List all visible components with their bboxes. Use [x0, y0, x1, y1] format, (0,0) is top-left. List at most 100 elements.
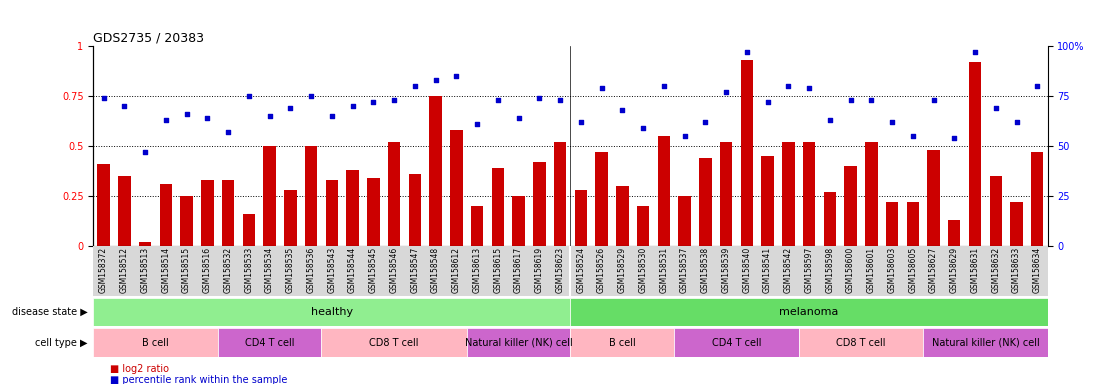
Point	[800, 85, 817, 91]
Bar	[466, 328, 570, 357]
Text: GSM158524: GSM158524	[576, 247, 586, 293]
Text: Natural killer (NK) cell: Natural killer (NK) cell	[465, 338, 573, 348]
Bar	[927, 150, 940, 246]
Text: melanoma: melanoma	[779, 307, 839, 317]
Point	[323, 113, 340, 119]
Text: CD4 T cell: CD4 T cell	[712, 338, 761, 348]
Text: GSM158529: GSM158529	[618, 247, 626, 293]
Point	[841, 97, 859, 103]
Text: B cell: B cell	[609, 338, 635, 348]
Text: GSM158623: GSM158623	[555, 247, 565, 293]
Bar	[533, 162, 545, 246]
Bar	[471, 206, 484, 246]
Text: GSM158597: GSM158597	[804, 247, 814, 293]
Bar	[93, 328, 217, 357]
Point	[261, 113, 279, 119]
Point	[697, 119, 714, 125]
Point	[676, 133, 693, 139]
Text: healthy: healthy	[310, 307, 353, 317]
Bar	[408, 174, 421, 246]
Text: GSM158633: GSM158633	[1013, 247, 1021, 293]
Point	[655, 83, 672, 89]
Bar	[824, 192, 836, 246]
Text: GSM158617: GSM158617	[514, 247, 523, 293]
Point	[219, 129, 237, 135]
Text: GSM158629: GSM158629	[950, 247, 959, 293]
Bar	[740, 60, 753, 246]
Bar	[803, 142, 815, 246]
Text: GDS2735 / 20383: GDS2735 / 20383	[93, 32, 204, 45]
Text: GSM158540: GSM158540	[743, 247, 751, 293]
Bar	[326, 180, 338, 246]
Bar	[367, 178, 380, 246]
Bar	[491, 168, 504, 246]
Point	[531, 95, 548, 101]
Bar	[388, 142, 400, 246]
Point	[178, 111, 195, 117]
Bar	[347, 170, 359, 246]
Bar	[761, 156, 773, 246]
Point	[552, 97, 569, 103]
Text: GSM158531: GSM158531	[659, 247, 668, 293]
Bar	[242, 214, 256, 246]
Bar	[222, 180, 235, 246]
Point	[925, 97, 942, 103]
Text: GSM158548: GSM158548	[431, 247, 440, 293]
Text: cell type ▶: cell type ▶	[35, 338, 88, 348]
Bar	[1031, 152, 1043, 246]
Point	[759, 99, 777, 105]
Text: CD8 T cell: CD8 T cell	[370, 338, 419, 348]
Point	[136, 149, 154, 155]
Text: GSM158634: GSM158634	[1032, 247, 1042, 293]
Text: GSM158619: GSM158619	[535, 247, 544, 293]
Bar	[989, 176, 1002, 246]
Point	[883, 119, 901, 125]
Point	[1008, 119, 1026, 125]
Text: GSM158537: GSM158537	[680, 247, 689, 293]
Bar	[596, 152, 608, 246]
Text: GSM158532: GSM158532	[224, 247, 233, 293]
Text: GSM158514: GSM158514	[161, 247, 170, 293]
Text: GSM158535: GSM158535	[286, 247, 295, 293]
Text: GSM158547: GSM158547	[410, 247, 419, 293]
Point	[592, 85, 610, 91]
Bar	[675, 328, 799, 357]
Bar	[699, 158, 712, 246]
Text: GSM158530: GSM158530	[638, 247, 647, 293]
Bar	[201, 180, 214, 246]
Point	[821, 117, 838, 123]
Text: GSM158631: GSM158631	[971, 247, 980, 293]
Point	[613, 107, 631, 113]
Bar	[782, 142, 794, 246]
Bar	[93, 298, 570, 326]
Bar	[321, 328, 466, 357]
Point	[780, 83, 798, 89]
Text: GSM158632: GSM158632	[992, 247, 1000, 293]
Point	[717, 89, 735, 95]
Point	[634, 125, 652, 131]
Text: GSM158627: GSM158627	[929, 247, 938, 293]
Text: GSM158605: GSM158605	[908, 247, 917, 293]
Text: GSM158615: GSM158615	[494, 247, 502, 293]
Text: GSM158546: GSM158546	[389, 247, 398, 293]
Point	[303, 93, 320, 99]
Text: GSM158372: GSM158372	[99, 247, 109, 293]
Point	[240, 93, 258, 99]
Point	[343, 103, 361, 109]
Text: GSM158516: GSM158516	[203, 247, 212, 293]
Text: GSM158613: GSM158613	[473, 247, 482, 293]
Point	[385, 97, 403, 103]
Point	[406, 83, 423, 89]
Bar	[885, 202, 898, 246]
Point	[1029, 83, 1047, 89]
Text: B cell: B cell	[143, 338, 169, 348]
Text: GSM158538: GSM158538	[701, 247, 710, 293]
Point	[364, 99, 382, 105]
Bar	[180, 196, 193, 246]
Text: GSM158544: GSM158544	[348, 247, 358, 293]
Bar	[906, 202, 919, 246]
Bar	[284, 190, 296, 246]
Point	[946, 135, 963, 141]
Text: GSM158513: GSM158513	[140, 247, 149, 293]
Bar	[570, 328, 675, 357]
